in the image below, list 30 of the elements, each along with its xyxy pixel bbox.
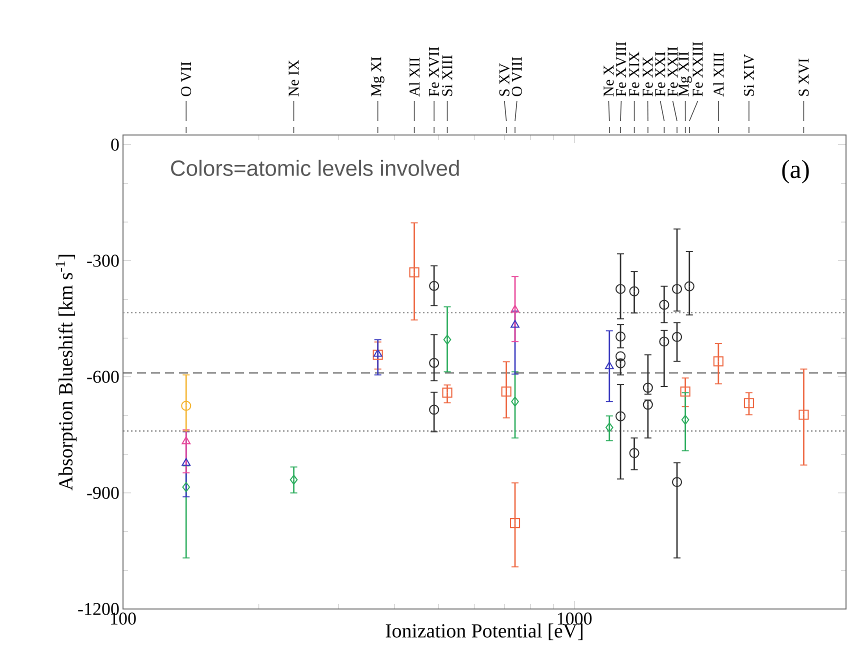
annotation: (a) <box>782 160 809 184</box>
annotation: Fe XIX <box>629 52 640 96</box>
annotation: Al XII <box>409 58 420 97</box>
x-tick-label: 100 <box>111 612 136 625</box>
y-tick-label: -300 <box>87 254 119 267</box>
annotation: Mg XII <box>678 52 692 96</box>
x-tick-label: 1000 <box>558 612 592 625</box>
annotation: Colors=atomic levels involved <box>171 160 459 176</box>
x-axis-title: Ionization Potential [eV] <box>386 624 582 640</box>
y-tick-label: -900 <box>87 486 119 499</box>
annotation: Fe XVII <box>429 46 440 96</box>
annotation: O VIII <box>512 56 522 96</box>
y-axis-title: Absorption Blueshift [km s$^{-1}$] <box>56 254 77 490</box>
annotation: Fe XXIII <box>692 42 703 96</box>
annotation: Fe XXI <box>655 52 666 96</box>
annotation: S XV <box>499 63 510 96</box>
y-tick-label: -1200 <box>78 602 119 616</box>
annotation: S XVI <box>798 58 809 96</box>
annotation: Fe XX <box>642 56 653 96</box>
annotation: Si XIII <box>442 55 452 96</box>
annotation: Si XIV <box>744 54 754 96</box>
annotation: Al XIII <box>713 52 724 97</box>
y-tick-label: 0 <box>111 138 119 151</box>
annotation: Fe XVIII <box>616 42 626 96</box>
annotation: O VII <box>181 62 192 96</box>
annotation: Ne X <box>604 64 614 96</box>
annotation: Fe XXII <box>668 46 678 96</box>
y-tick-label: -600 <box>87 370 119 383</box>
annotation: Mg XI <box>371 56 384 96</box>
annotation: Ne IX <box>288 60 299 96</box>
